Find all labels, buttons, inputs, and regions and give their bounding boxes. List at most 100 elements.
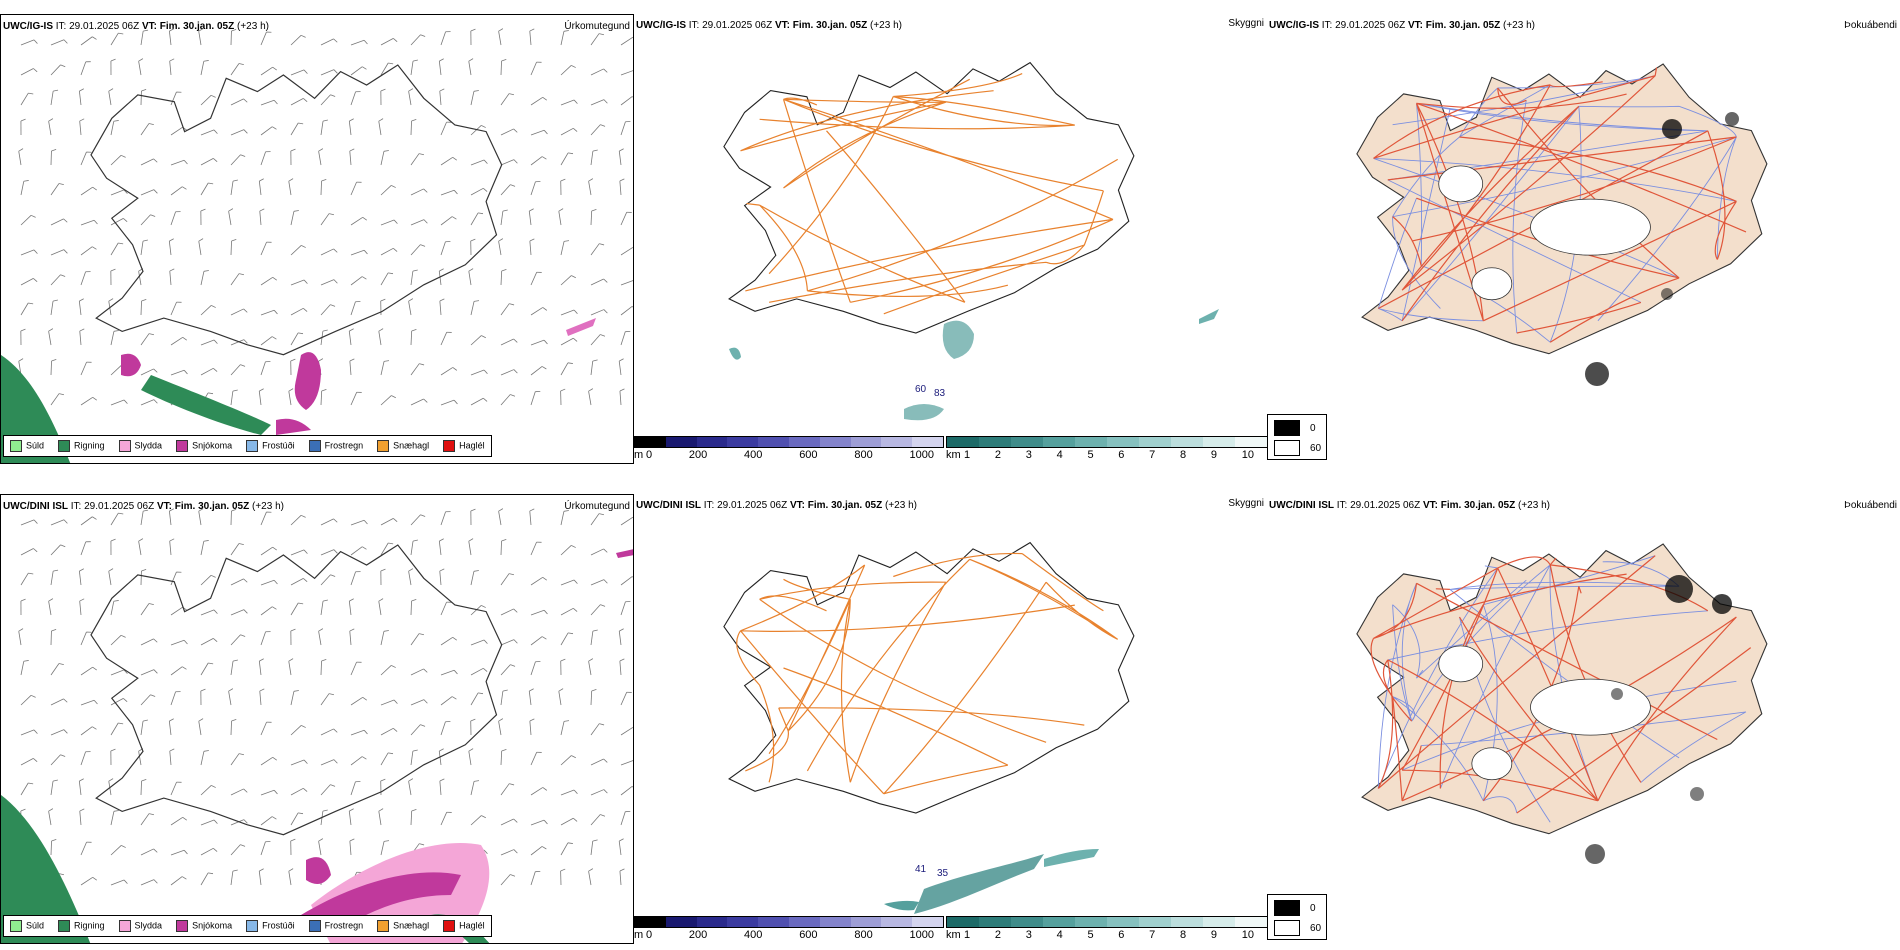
wind-barb (320, 248, 334, 256)
wind-barb (590, 151, 594, 166)
wind-barb-flag (48, 328, 54, 332)
wind-barb-flag (473, 300, 480, 302)
wind-barb (80, 751, 86, 766)
visibility-map: 41 35 (723, 541, 1135, 914)
wind-barb-flag (571, 275, 576, 279)
wind-barb (620, 601, 626, 616)
wind-barb-flag (591, 209, 597, 212)
wind-barb-flag (513, 639, 518, 644)
visibility-colorbar (946, 916, 1267, 928)
wind-barb (590, 604, 601, 616)
wind-barb-flag (243, 788, 248, 793)
legend-swatch (443, 440, 456, 452)
snow-area (121, 353, 141, 377)
wind-barb-flag (259, 388, 264, 392)
wind-barb (230, 753, 240, 766)
wind-barb (140, 368, 154, 376)
wind-barb (169, 541, 172, 556)
wind-barb-flag (18, 358, 24, 362)
wind-barb-flag (558, 688, 564, 692)
wind-barb (350, 216, 363, 226)
wind-barb (200, 367, 214, 376)
wind-barb-flag (598, 33, 605, 36)
wind-barb-flag (501, 59, 507, 62)
wind-barb-flag (542, 97, 548, 101)
wind-barb-flag (439, 268, 444, 272)
wind-barb (318, 841, 322, 856)
legend-item: Slydda (118, 920, 162, 932)
legend-item: Frostúði (246, 920, 295, 932)
wind-barb-flag (361, 756, 367, 760)
wind-barb (590, 33, 600, 46)
wind-barb-flag (468, 538, 474, 542)
wind-barb-flag (203, 270, 209, 272)
wind-barb (530, 391, 536, 406)
wind-barb (439, 91, 442, 106)
legend-item: Snjókoma (176, 440, 232, 452)
wind-barb (470, 815, 482, 826)
wind-barb (230, 819, 245, 826)
wind-barb (20, 302, 29, 316)
wind-barb (50, 360, 52, 376)
wind-barb-flag (571, 545, 576, 548)
fog-area (1712, 594, 1732, 614)
wind-barb-flag (439, 538, 444, 542)
wind-barb-flag (588, 868, 594, 872)
wind-barb (560, 607, 574, 616)
wind-barb (530, 541, 537, 556)
wind-barb-flag (619, 178, 625, 182)
wind-barb-flag (558, 208, 564, 212)
wind-barb (470, 639, 485, 646)
wind-barb-flag (513, 369, 518, 374)
wind-barb (320, 94, 331, 106)
wind-barb-flag (33, 68, 38, 73)
wind-barb (620, 786, 633, 796)
legend-label: Frostúði (262, 920, 295, 931)
wind-barb (200, 339, 215, 346)
wind-barb-flag (213, 129, 218, 134)
wind-barb-flag (48, 598, 54, 602)
wind-barb (260, 66, 273, 76)
snow-area (276, 418, 311, 435)
glacier (1471, 747, 1513, 781)
wind-barb-flag (232, 389, 238, 392)
wind-barb-flag (502, 209, 508, 212)
wind-barb-flag (349, 628, 355, 632)
wind-barb-flag (203, 60, 209, 62)
wind-barb-flag (108, 298, 114, 302)
wind-barb (20, 729, 35, 736)
wind-barb (48, 121, 52, 136)
wind-barb-flag (363, 39, 368, 45)
wind-barb-flag (567, 362, 573, 364)
wind-barb-flag (592, 839, 598, 842)
wind-barb (80, 699, 95, 706)
wind-barb-flag (231, 508, 237, 512)
elevation-unit: m (634, 929, 644, 941)
glacier (1471, 267, 1513, 301)
model-label: UWC/IG-IS (3, 21, 53, 32)
precip-legend: Súld Rigning Slydda Snjókoma Frostúði Frostre… (3, 915, 492, 937)
wind-barb-flag (121, 845, 126, 848)
wind-barb-flag (529, 238, 535, 242)
wind-barb-flag (203, 540, 209, 542)
wind-barb (590, 334, 601, 346)
wind-barb (410, 120, 412, 136)
wind-barb-flag (293, 210, 299, 212)
wind-barb-flag (603, 68, 608, 73)
wind-barb-flag (228, 208, 234, 212)
wind-barb (170, 336, 183, 346)
wind-barb-flag (272, 757, 278, 761)
wind-barb (470, 91, 475, 106)
legend-label: Frostregn (324, 920, 364, 931)
wind-barb-flag (183, 369, 188, 375)
wind-barb (470, 159, 485, 166)
wind-barb-flag (333, 728, 338, 733)
wind-barb (80, 219, 95, 226)
wind-barb (169, 271, 172, 286)
wind-barb-flag (571, 755, 576, 759)
wind-barb-flag (529, 718, 535, 722)
wind-barb (470, 369, 485, 376)
model-label: UWC/IG-IS (636, 20, 686, 31)
wind-barb (110, 242, 119, 256)
legend-item: Rigning (58, 440, 105, 452)
